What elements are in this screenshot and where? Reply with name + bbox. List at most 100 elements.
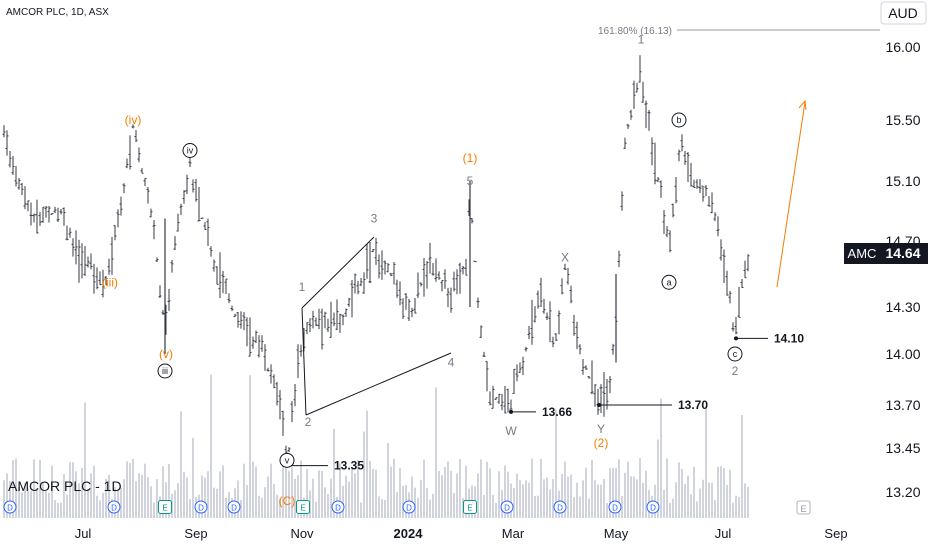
wave-label: 1 [638, 33, 645, 47]
volume-bar [123, 479, 125, 518]
volume-bar [417, 497, 419, 518]
dividend-marker[interactable] [107, 500, 121, 514]
event-markers[interactable]: D D E D D E D D DE D D D [3, 500, 660, 514]
volume-bar [498, 471, 500, 518]
dividend-marker[interactable] [646, 500, 660, 514]
volume-bar [633, 476, 635, 518]
volume-bar [702, 479, 704, 518]
x-tick-label: Jul [715, 526, 732, 541]
wave-label: iii [162, 366, 168, 376]
volume-bar [204, 477, 206, 518]
earnings-marker[interactable] [463, 500, 477, 514]
volume-bar [279, 498, 281, 518]
volume-bar [552, 479, 554, 518]
volume-bar [618, 459, 620, 518]
earnings-marker[interactable] [296, 500, 310, 514]
volume-bar [723, 468, 725, 518]
volume-bar [594, 480, 596, 518]
future-event-letter: E [800, 504, 806, 514]
dividend-marker[interactable] [553, 500, 567, 514]
dividend-letter: D [198, 504, 204, 513]
volume-bar [219, 471, 221, 518]
y-tick-label: 13.20 [885, 484, 920, 500]
dividend-letter: D [111, 504, 117, 513]
wave-label: (C) [279, 494, 296, 508]
volume-bar [603, 479, 605, 518]
volume-bar [438, 471, 440, 518]
volume-bar [33, 459, 35, 518]
wave-label: (iv) [125, 113, 142, 127]
dividend-marker[interactable] [402, 500, 416, 514]
volume-bar [207, 471, 209, 518]
volume-bar [108, 474, 110, 518]
volume-bar [540, 458, 542, 518]
wave-label: c [733, 349, 738, 359]
volume-bar [318, 470, 320, 518]
volume-bar [660, 398, 662, 518]
volume-bar [18, 487, 20, 518]
volume-bar [30, 491, 32, 518]
volume-bar [621, 495, 623, 518]
dividend-marker[interactable] [500, 500, 514, 514]
volume-bar [321, 471, 323, 518]
volume-bar [390, 466, 392, 518]
y-tick-label: 15.50 [885, 112, 920, 128]
volume-bar [747, 486, 749, 518]
wave-channel-lower [305, 352, 452, 416]
volume-bar [342, 485, 344, 518]
volume-bar [588, 498, 590, 518]
wave-label: 5 [467, 174, 474, 188]
volume-bar [519, 480, 521, 518]
volume-bar [129, 463, 131, 518]
volume-bar [561, 473, 563, 518]
volume-bar [705, 406, 707, 518]
earnings-marker[interactable] [158, 500, 172, 514]
y-tick-label: 15.10 [885, 173, 920, 189]
volume-bar [429, 499, 431, 518]
dividend-marker[interactable] [608, 500, 622, 514]
dividend-marker[interactable] [194, 500, 208, 514]
volume-bar [57, 502, 59, 518]
volume-bar [393, 458, 395, 518]
volume-bar [711, 482, 713, 518]
volume-bar [288, 471, 290, 518]
currency-box[interactable] [880, 1, 927, 25]
future-event-marker[interactable] [796, 500, 811, 515]
volume-bar [441, 475, 443, 518]
dividend-letter: D [504, 504, 510, 513]
y-tick-label: 16.00 [885, 39, 920, 55]
volume-bar [591, 459, 593, 518]
volume-bar [81, 467, 83, 518]
dividend-marker[interactable] [331, 500, 345, 514]
volume-bar [516, 473, 518, 518]
wave-label: 2 [305, 415, 312, 429]
x-tick-label: Sep [184, 526, 207, 541]
volume-bar [213, 487, 215, 518]
level-label: 13.70 [678, 398, 708, 412]
volume-bar [642, 482, 644, 518]
volume-bar [36, 488, 38, 518]
x-axis: Jul Sep Nov 2024 Mar May Jul Sep [75, 526, 848, 541]
volume-bar [510, 483, 512, 518]
volume-bar [678, 462, 680, 518]
dividend-marker[interactable] [227, 500, 241, 514]
volume-bar [222, 465, 224, 518]
volume-bar [192, 437, 194, 518]
volume-bar [102, 492, 104, 518]
volume-bar [369, 460, 371, 518]
volume-bar [426, 488, 428, 518]
dividend-letter: D [231, 504, 237, 513]
volume-bar [396, 492, 398, 518]
volume-bar [63, 474, 65, 518]
volume-bar [537, 495, 539, 518]
dividend-marker[interactable] [3, 500, 17, 514]
volume-bar [606, 502, 608, 518]
volume-bar [543, 479, 545, 518]
earnings-letter: E [162, 504, 167, 513]
wave-label: (1) [463, 151, 478, 165]
volume-bar [69, 462, 71, 518]
volume-bar [27, 488, 29, 518]
volume-bar [243, 463, 245, 518]
volume-bar [414, 487, 416, 518]
